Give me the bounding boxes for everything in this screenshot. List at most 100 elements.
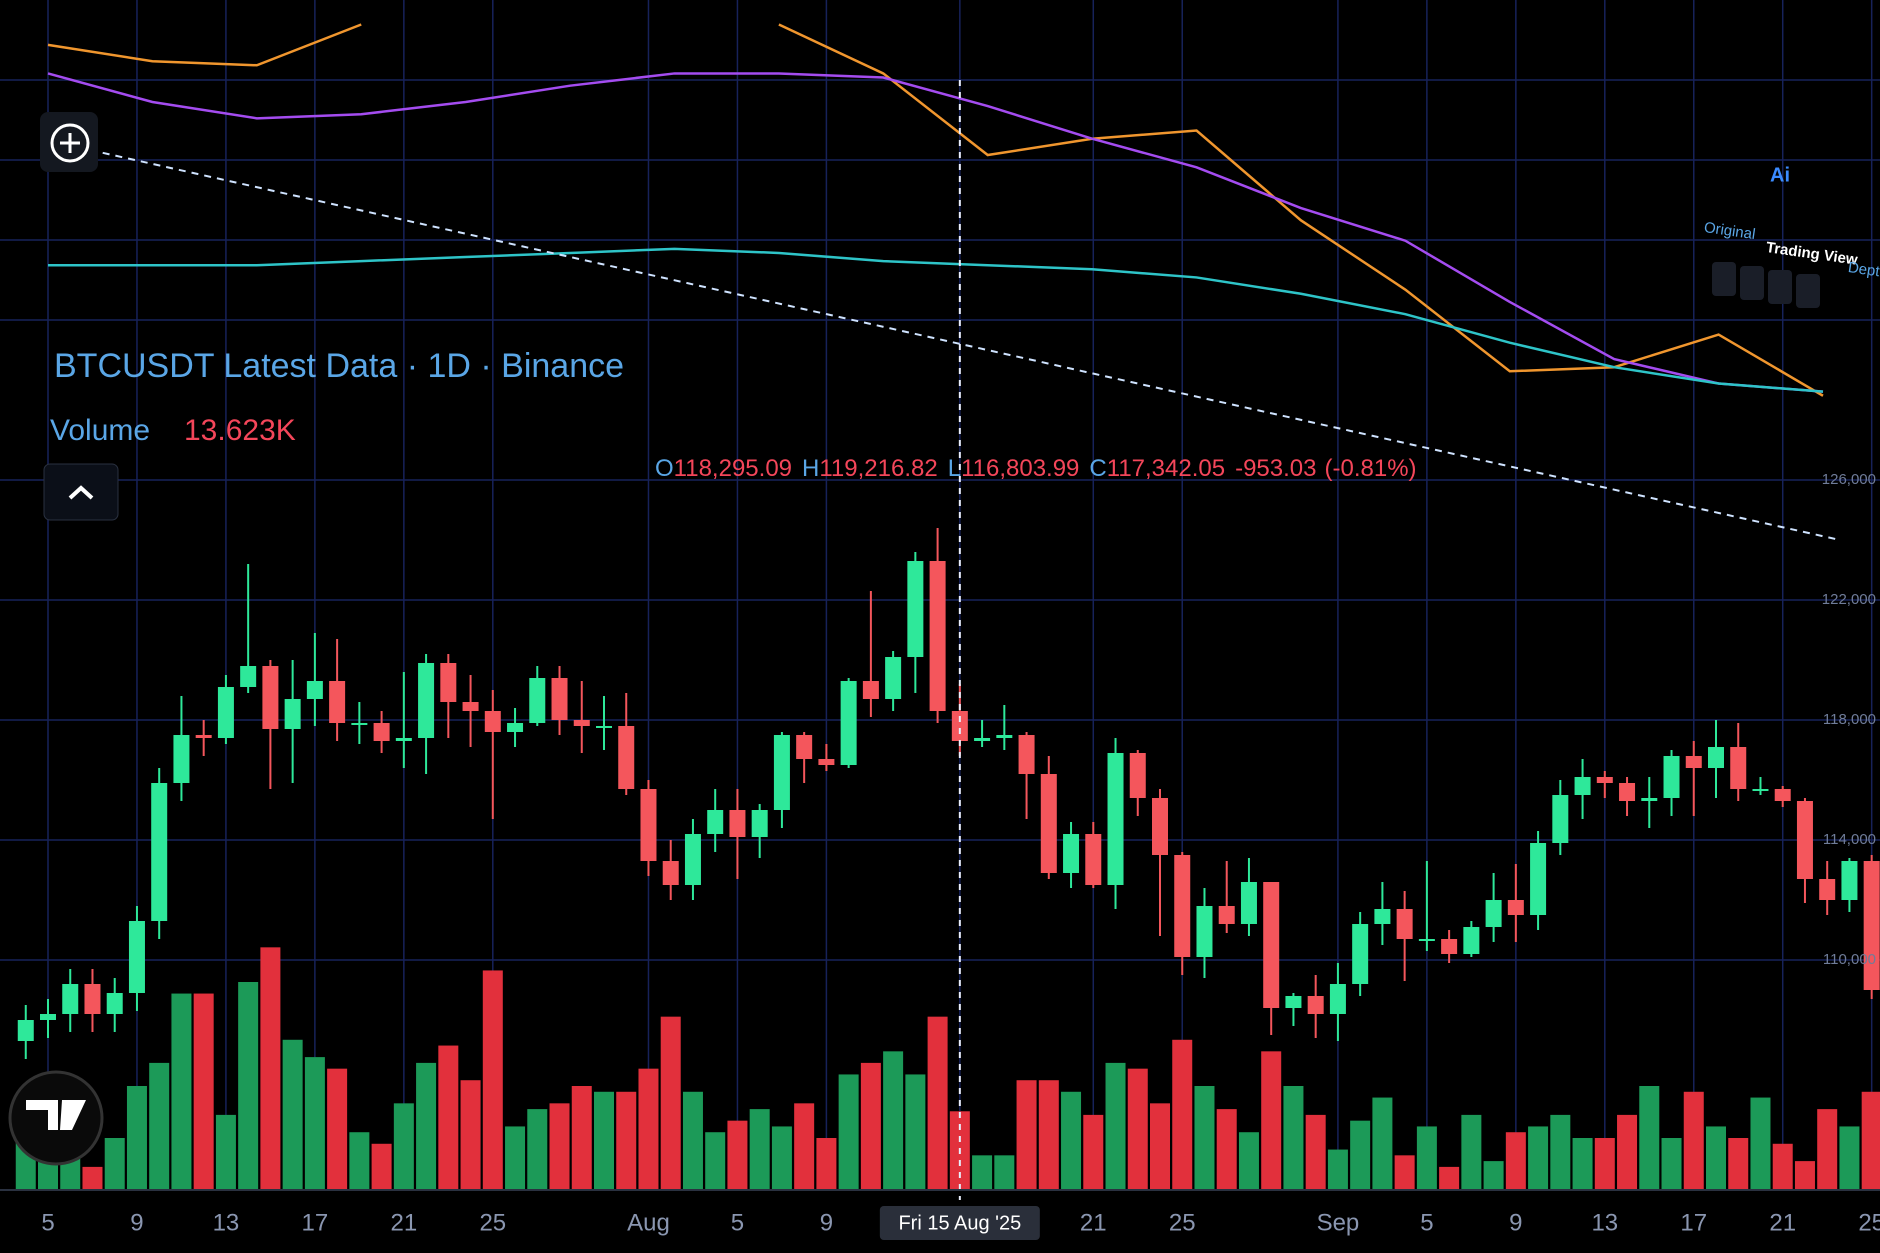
x-tick-label: Aug bbox=[627, 1209, 670, 1236]
x-tick-label: 21 bbox=[1769, 1209, 1796, 1236]
volume-bar bbox=[594, 1091, 614, 1190]
crosshair-label-box bbox=[879, 1206, 1040, 1240]
candle-body bbox=[1152, 798, 1168, 855]
volume-bar bbox=[1150, 1103, 1170, 1190]
volume-bar bbox=[260, 947, 281, 1190]
x-tick-label: 25 bbox=[1858, 1209, 1880, 1236]
ohlc-value: 117,342.05 bbox=[1107, 455, 1225, 482]
candle-body bbox=[1196, 906, 1213, 957]
volume-bar bbox=[416, 1062, 437, 1190]
volume-bar bbox=[1038, 1080, 1059, 1190]
candle-body bbox=[1530, 843, 1547, 915]
y-tick-label: 114,000 bbox=[1823, 831, 1876, 848]
candle-body bbox=[596, 726, 612, 728]
volume-bar bbox=[616, 1091, 637, 1190]
volume-bar bbox=[1216, 1109, 1237, 1190]
candle-body bbox=[84, 984, 101, 1014]
fullscreen-button[interactable] bbox=[1768, 270, 1792, 304]
add-icon-cross bbox=[60, 133, 80, 153]
volume-bar bbox=[705, 1132, 726, 1190]
x-tick-label: 25 bbox=[479, 1209, 506, 1236]
candle-body bbox=[106, 993, 123, 1014]
candle-body bbox=[1730, 747, 1747, 789]
ohlc-label: O bbox=[655, 455, 674, 482]
candle-body bbox=[974, 738, 991, 741]
volume-bar bbox=[1794, 1161, 1815, 1190]
x-tick-label: 17 bbox=[302, 1209, 329, 1236]
volume-bar bbox=[304, 1057, 325, 1190]
volume-bar bbox=[1194, 1086, 1215, 1190]
candle-body bbox=[1663, 756, 1680, 798]
candle-body bbox=[1708, 747, 1724, 768]
volume-bar bbox=[1528, 1126, 1549, 1190]
candle-body bbox=[418, 663, 435, 738]
x-tick-label: 13 bbox=[1591, 1209, 1618, 1236]
volume-bar bbox=[883, 1051, 904, 1190]
volume-bar bbox=[1350, 1120, 1371, 1190]
volume-bar bbox=[482, 970, 503, 1190]
candle-body bbox=[1307, 996, 1324, 1014]
candle-body bbox=[1285, 996, 1302, 1008]
candle-body bbox=[707, 810, 724, 834]
candle-body bbox=[529, 678, 546, 723]
candle-body bbox=[1596, 777, 1613, 783]
candle-body bbox=[1418, 939, 1435, 941]
volume-bar bbox=[1305, 1114, 1326, 1190]
candle-body bbox=[1641, 798, 1658, 801]
delete-button[interactable] bbox=[1740, 266, 1764, 300]
tradingview-logo-mark bbox=[26, 1100, 86, 1130]
volume-bar bbox=[1261, 1051, 1282, 1190]
volume-bar bbox=[1617, 1114, 1638, 1190]
volume-bar bbox=[1683, 1091, 1704, 1190]
candle-body bbox=[1863, 861, 1880, 990]
volume-bar bbox=[1483, 1161, 1504, 1190]
candle-body bbox=[1352, 924, 1369, 984]
reset-button[interactable] bbox=[1796, 274, 1820, 308]
volume-bar bbox=[1505, 1132, 1526, 1190]
candle-body bbox=[507, 723, 524, 732]
x-tick-label: 5 bbox=[1420, 1209, 1433, 1236]
axis: 110,000 114,000 118,000 122,000 126,000 5 9 13 1… bbox=[0, 80, 1880, 1240]
volume-bar bbox=[749, 1109, 770, 1190]
collapse-button[interactable] bbox=[43, 463, 119, 521]
volume-bar bbox=[905, 1074, 926, 1190]
volume-bar bbox=[660, 1016, 681, 1190]
volume-bar bbox=[816, 1138, 837, 1190]
candle-body bbox=[1085, 834, 1102, 885]
volume-bar bbox=[860, 1062, 881, 1190]
volume-bar bbox=[1728, 1138, 1749, 1190]
candle-body bbox=[1018, 735, 1035, 774]
volume-bar bbox=[460, 1080, 481, 1190]
moving-averages bbox=[47, 23, 1824, 397]
candle-body bbox=[1507, 900, 1524, 915]
candle-body bbox=[1240, 882, 1257, 924]
toolbar-tab[interactable]: Depth bbox=[1847, 259, 1880, 281]
candle-body bbox=[306, 681, 323, 699]
candle-body bbox=[284, 699, 301, 729]
candle-body bbox=[1463, 927, 1480, 954]
volume-bar bbox=[1750, 1097, 1771, 1190]
volume-bar bbox=[1083, 1114, 1104, 1190]
volume-bar bbox=[1016, 1080, 1037, 1190]
volume-bar bbox=[215, 1114, 236, 1190]
candle-body bbox=[217, 687, 234, 738]
volume-bar bbox=[682, 1091, 703, 1190]
volume-bar bbox=[1706, 1126, 1726, 1190]
volume-bar bbox=[1572, 1138, 1593, 1190]
ma-line bbox=[48, 247, 1824, 393]
volume-bar bbox=[1839, 1126, 1860, 1190]
volume-bar bbox=[349, 1132, 370, 1190]
candle-body bbox=[662, 861, 679, 885]
candle-body bbox=[440, 663, 457, 702]
candle-body bbox=[1263, 882, 1280, 1008]
volume-bar bbox=[972, 1155, 993, 1190]
volume-bar bbox=[1861, 1091, 1880, 1190]
volume-bar bbox=[282, 1039, 303, 1190]
download-button[interactable] bbox=[1712, 262, 1736, 296]
candle-body bbox=[262, 666, 279, 729]
candle-body bbox=[796, 735, 813, 759]
ai-icon[interactable]: Ai bbox=[1770, 164, 1790, 186]
candle-body bbox=[551, 678, 568, 720]
volume-bar bbox=[193, 993, 214, 1190]
candle-body bbox=[907, 561, 924, 657]
